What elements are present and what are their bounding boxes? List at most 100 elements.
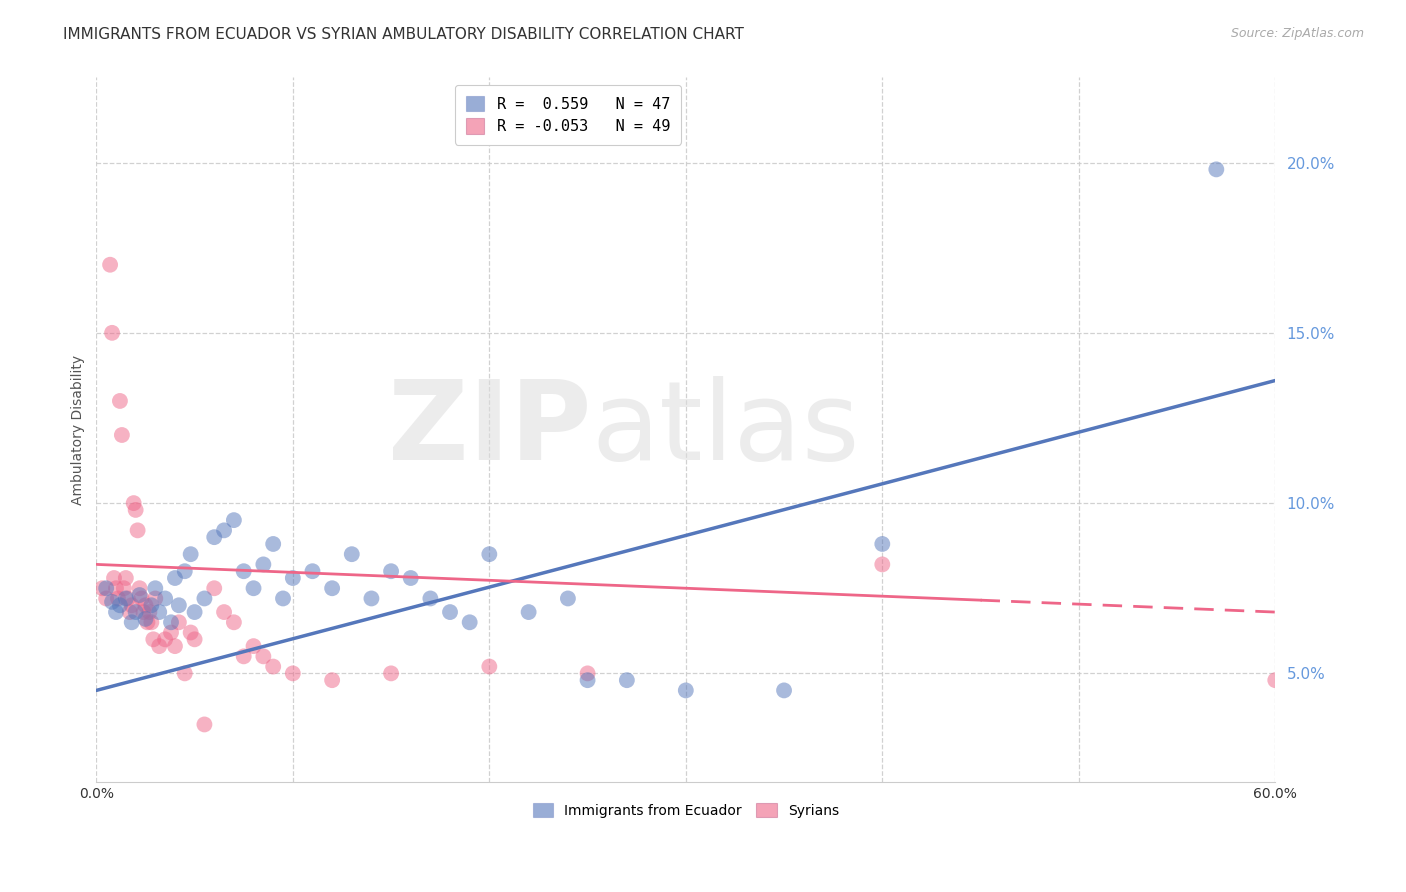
Point	[321, 673, 343, 688]
Point	[271, 591, 294, 606]
Point	[118, 605, 141, 619]
Point	[202, 581, 225, 595]
Point	[128, 581, 150, 595]
Point	[122, 496, 145, 510]
Point	[101, 595, 124, 609]
Point	[212, 524, 235, 538]
Point	[131, 591, 153, 606]
Legend: Immigrants from Ecuador, Syrians: Immigrants from Ecuador, Syrians	[526, 796, 846, 825]
Point	[127, 524, 149, 538]
Point	[173, 666, 195, 681]
Point	[141, 615, 163, 630]
Point	[117, 591, 139, 606]
Point	[124, 503, 146, 517]
Point	[872, 558, 894, 572]
Point	[138, 605, 160, 619]
Point	[98, 258, 121, 272]
Point	[108, 393, 131, 408]
Point	[399, 571, 422, 585]
Point	[136, 615, 159, 630]
Point	[232, 649, 254, 664]
Point	[262, 537, 284, 551]
Point	[180, 625, 202, 640]
Point	[773, 683, 796, 698]
Point	[675, 683, 697, 698]
Point	[872, 537, 894, 551]
Point	[148, 605, 170, 619]
Point	[232, 564, 254, 578]
Point	[134, 599, 156, 613]
Point	[96, 591, 118, 606]
Point	[380, 666, 402, 681]
Point	[143, 581, 166, 595]
Point	[183, 605, 205, 619]
Point	[141, 599, 163, 613]
Point	[108, 599, 131, 613]
Point	[105, 605, 128, 619]
Point	[193, 717, 215, 731]
Point	[242, 581, 264, 595]
Text: Source: ZipAtlas.com: Source: ZipAtlas.com	[1230, 27, 1364, 40]
Point	[478, 547, 501, 561]
Point	[517, 605, 540, 619]
Point	[281, 571, 304, 585]
Point	[576, 673, 599, 688]
Point	[1264, 673, 1286, 688]
Text: ZIP: ZIP	[388, 376, 592, 483]
Text: atlas: atlas	[592, 376, 860, 483]
Point	[101, 326, 124, 340]
Point	[112, 581, 135, 595]
Point	[148, 639, 170, 653]
Point	[252, 558, 274, 572]
Point	[128, 588, 150, 602]
Point	[222, 615, 245, 630]
Point	[160, 625, 183, 640]
Point	[1205, 162, 1227, 177]
Point	[103, 571, 125, 585]
Point	[419, 591, 441, 606]
Point	[134, 612, 156, 626]
Point	[380, 564, 402, 578]
Point	[576, 666, 599, 681]
Point	[167, 615, 190, 630]
Point	[616, 673, 638, 688]
Point	[557, 591, 579, 606]
Text: IMMIGRANTS FROM ECUADOR VS SYRIAN AMBULATORY DISABILITY CORRELATION CHART: IMMIGRANTS FROM ECUADOR VS SYRIAN AMBULA…	[63, 27, 744, 42]
Point	[132, 605, 155, 619]
Point	[180, 547, 202, 561]
Point	[167, 599, 190, 613]
Point	[143, 591, 166, 606]
Point	[163, 571, 186, 585]
Point	[160, 615, 183, 630]
Point	[242, 639, 264, 653]
Point	[193, 591, 215, 606]
Point	[458, 615, 481, 630]
Point	[163, 639, 186, 653]
Point	[321, 581, 343, 595]
Point	[439, 605, 461, 619]
Point	[183, 632, 205, 647]
Point	[96, 581, 118, 595]
Point	[111, 428, 134, 442]
Point	[142, 632, 165, 647]
Point	[222, 513, 245, 527]
Point	[91, 581, 114, 595]
Point	[212, 605, 235, 619]
Point	[252, 649, 274, 664]
Point	[262, 659, 284, 673]
Point	[114, 591, 136, 606]
Point	[281, 666, 304, 681]
Point	[173, 564, 195, 578]
Y-axis label: Ambulatory Disability: Ambulatory Disability	[72, 355, 86, 505]
Point	[121, 615, 143, 630]
Point	[202, 530, 225, 544]
Point	[360, 591, 382, 606]
Point	[340, 547, 363, 561]
Point	[124, 605, 146, 619]
Point	[121, 599, 143, 613]
Point	[153, 632, 176, 647]
Point	[301, 564, 323, 578]
Point	[478, 659, 501, 673]
Point	[114, 571, 136, 585]
Point	[105, 581, 128, 595]
